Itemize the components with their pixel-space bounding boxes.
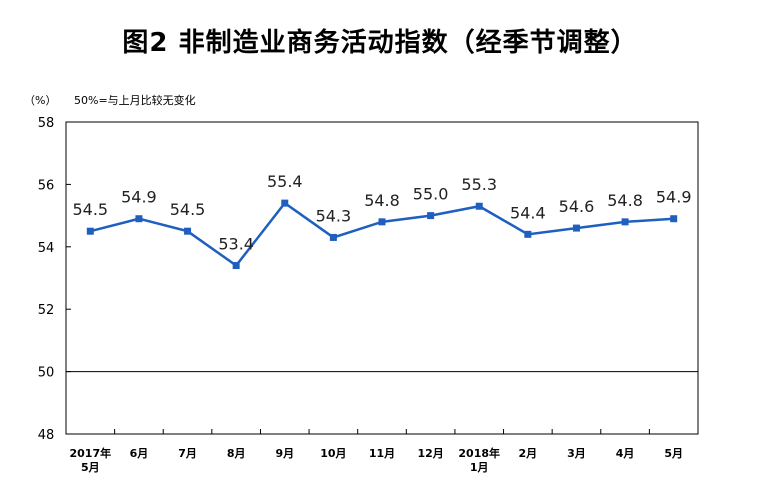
y-unit-label: （%） <box>24 94 56 107</box>
x-tick-label: 8月 <box>227 447 246 460</box>
x-tick-label: 9月 <box>275 447 294 460</box>
y-tick-label: 58 <box>38 116 55 131</box>
chart-title: 图2 非制造业商务活动指数（经季节调整） <box>122 28 638 58</box>
data-label: 54.9 <box>656 188 692 207</box>
data-point <box>524 230 532 238</box>
data-point <box>232 262 240 270</box>
data-point <box>670 215 678 223</box>
plot-area <box>65 121 699 435</box>
y-tick-label: 50 <box>38 366 55 381</box>
baseline-note: 50%=与上月比较无变化 <box>74 93 196 107</box>
data-point <box>621 218 629 226</box>
data-point <box>427 212 435 220</box>
y-tick-label: 52 <box>38 303 55 318</box>
data-label: 54.6 <box>559 197 595 216</box>
data-label: 54.4 <box>510 203 546 222</box>
data-point <box>281 199 289 207</box>
data-point <box>329 233 337 241</box>
data-label: 54.8 <box>364 191 400 210</box>
data-label: 54.5 <box>72 200 108 219</box>
data-point <box>86 227 94 235</box>
data-label: 55.3 <box>461 175 497 194</box>
x-tick-label: 1月 <box>470 461 489 474</box>
data-point <box>475 202 483 210</box>
x-tick-label: 5月 <box>81 461 100 474</box>
data-point <box>135 215 143 223</box>
data-label: 54.9 <box>121 188 157 207</box>
x-tick-label: 5月 <box>664 447 683 460</box>
x-tick-label: 10月 <box>320 447 346 460</box>
x-tick-label: 2018年 <box>458 446 500 460</box>
data-label: 55.0 <box>413 185 449 204</box>
data-point <box>572 224 580 232</box>
x-tick-label: 2017年 <box>69 446 111 460</box>
x-tick-label: 2月 <box>519 447 538 460</box>
data-label: 55.4 <box>267 172 303 191</box>
y-tick-label: 54 <box>38 241 55 256</box>
data-label: 54.5 <box>170 200 206 219</box>
y-tick-label: 48 <box>38 428 55 443</box>
data-label: 53.4 <box>218 235 254 254</box>
y-axis: 58 56 54 52 50 48 <box>38 116 71 443</box>
series-markers <box>86 199 678 270</box>
y-tick-label: 56 <box>38 178 55 193</box>
data-point <box>378 218 386 226</box>
x-tick-label: 3月 <box>567 447 586 460</box>
x-tick-label: 7月 <box>178 447 197 460</box>
x-tick-label: 12月 <box>417 447 443 460</box>
data-point <box>184 227 192 235</box>
x-tick-label: 6月 <box>130 447 149 460</box>
data-label: 54.8 <box>607 191 643 210</box>
x-tick-label: 11月 <box>369 447 395 460</box>
data-label: 54.3 <box>316 206 352 225</box>
x-tick-label: 4月 <box>616 447 635 460</box>
data-labels: 54.5 54.9 54.5 53.4 55.4 54.3 54.8 55.0 55.3 54.4… <box>72 172 691 253</box>
